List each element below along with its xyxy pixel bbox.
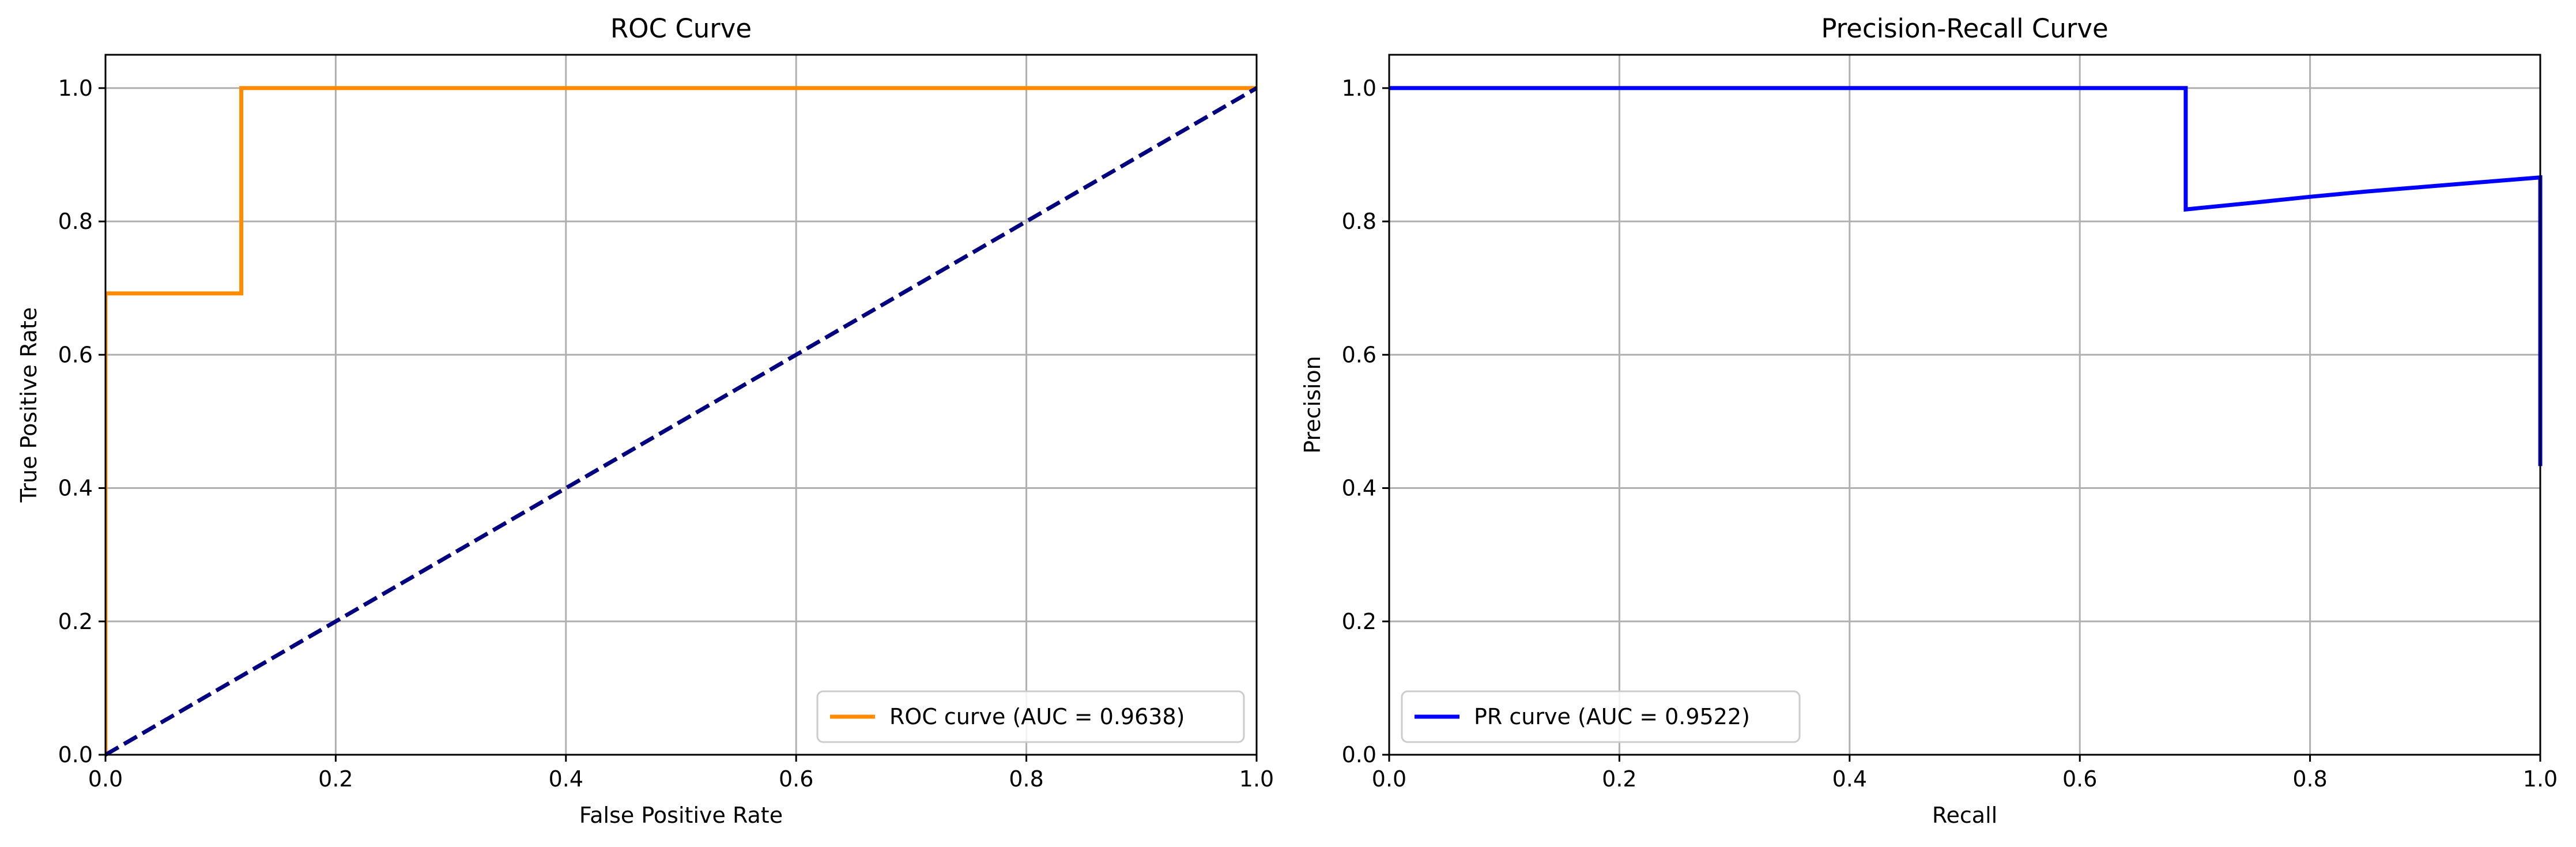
- x-axis-label: Recall: [1932, 803, 1997, 828]
- roc-chart: 0.0 0.2 0.4 0.6 0.8 1.0 0.0 0.2 0.4 0.6 0.8 1.0 ROC …: [16, 13, 1274, 828]
- series-line: [1389, 86, 2543, 466]
- x-axis-label: False Positive Rate: [579, 803, 783, 828]
- y-axis-label: True Positive Rate: [16, 307, 42, 503]
- baseline-line: [105, 86, 1258, 757]
- x-tick-label: 0.6: [2062, 766, 2097, 792]
- y-tick-label: 0.2: [58, 609, 93, 634]
- x-tick-label: 1.0: [2523, 766, 2558, 792]
- y-tick-label: 1.0: [1342, 76, 1376, 101]
- legend: PR curve (AUC = 0.9522): [1401, 690, 1801, 743]
- x-tick-label: 0.6: [779, 766, 813, 792]
- chart-title: Precision-Recall Curve: [1821, 13, 2108, 44]
- chart-title: ROC Curve: [610, 13, 752, 44]
- x-tick-label: 0.0: [1372, 766, 1406, 792]
- x-tick-label: 0.8: [2292, 766, 2327, 792]
- y-tick-label: 0.8: [58, 209, 93, 234]
- x-tick-label: 0.2: [1602, 766, 1636, 792]
- y-tick-label: 0.8: [1342, 209, 1376, 234]
- x-tick-label: 0.2: [318, 766, 353, 792]
- x-tick-label: 1.0: [1239, 766, 1274, 792]
- y-tick-label: 0.6: [58, 342, 93, 367]
- legend: ROC curve (AUC = 0.9638): [816, 690, 1245, 743]
- legend-label: ROC curve (AUC = 0.9638): [889, 704, 1185, 729]
- x-tick-label: 0.0: [88, 766, 123, 792]
- x-tick-label: 0.8: [1009, 766, 1043, 792]
- legend-box: [1401, 690, 1801, 743]
- legend-box: [816, 690, 1245, 743]
- legend-label: PR curve (AUC = 0.9522): [1474, 704, 1750, 729]
- y-axis-label: Precision: [1300, 356, 1325, 454]
- y-tick-label: 0.4: [1342, 476, 1376, 501]
- y-tick-label: 0.6: [1342, 342, 1376, 367]
- y-tick-label: 0.0: [58, 742, 93, 767]
- precision-recall-chart: 0.0 0.2 0.4 0.6 0.8 1.0 0.0 0.2 0.4 0.6 0.8 1.0 Prec…: [1300, 13, 2558, 828]
- y-tick-label: 1.0: [58, 76, 93, 101]
- series-line: [105, 86, 1257, 755]
- x-tick-label: 0.4: [549, 766, 583, 792]
- y-tick-label: 0.2: [1342, 609, 1376, 634]
- x-tick-label: 0.4: [1832, 766, 1867, 792]
- plot-frame: [1388, 54, 2541, 756]
- y-tick-label: 0.4: [58, 476, 93, 501]
- plot-frame: [104, 54, 1258, 756]
- y-tick-label: 0.0: [1342, 742, 1376, 767]
